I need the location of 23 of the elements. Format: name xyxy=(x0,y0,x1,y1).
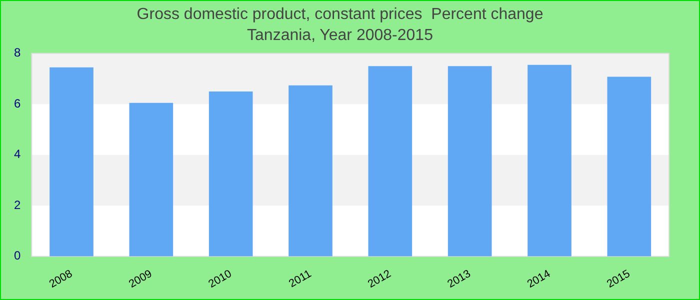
chart-subtitle: Tanzania, Year 2008-2015 xyxy=(247,27,434,44)
x-tick-label: 2012 xyxy=(366,268,394,291)
bar xyxy=(208,91,253,256)
y-tick-label: 6 xyxy=(14,96,21,110)
x-tick-label: 2015 xyxy=(604,268,632,291)
y-tick-label: 0 xyxy=(14,248,21,263)
bar xyxy=(129,102,174,256)
y-tick-label: 4 xyxy=(14,147,21,162)
x-tick-label: 2008 xyxy=(47,268,75,291)
bar xyxy=(50,67,94,256)
x-tick-label: 2014 xyxy=(525,268,553,291)
chart-title: Gross domestic product, constant prices Percent change xyxy=(136,6,544,24)
y-tick-label: 8 xyxy=(14,46,21,60)
bar xyxy=(528,64,572,256)
bar xyxy=(448,66,492,256)
bar xyxy=(288,85,332,256)
x-tick-label: 2009 xyxy=(126,268,154,291)
y-tick-label: 2 xyxy=(14,198,21,212)
bar xyxy=(368,66,412,256)
x-tick-label: 2011 xyxy=(287,268,314,290)
bar xyxy=(607,76,652,256)
x-tick-label: 2010 xyxy=(206,268,234,291)
x-tick-label: 2013 xyxy=(446,268,473,291)
